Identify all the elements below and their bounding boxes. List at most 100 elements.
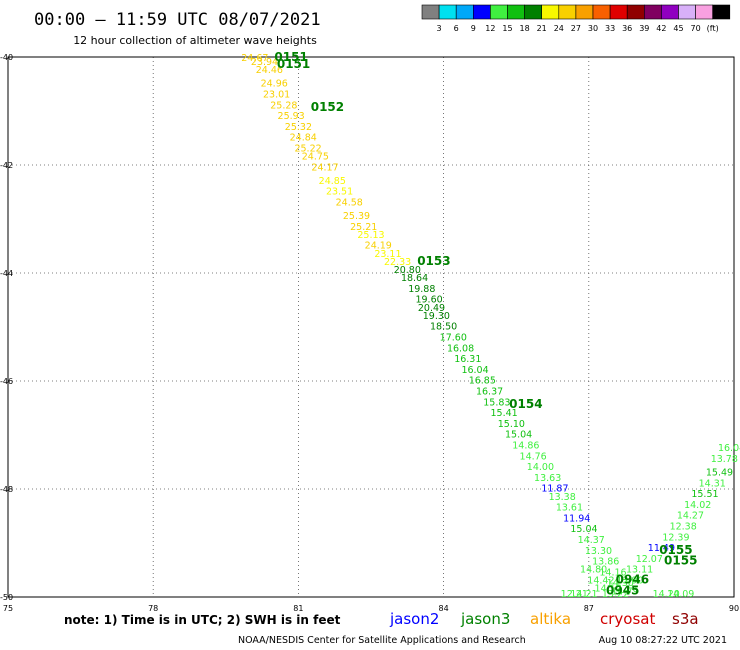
scale-swatch (643, 4, 662, 20)
wave-height-point: 16.08 (447, 343, 474, 354)
wave-height-point: 14.30 (607, 578, 634, 589)
wave-height-point: 24.75 (302, 152, 329, 163)
wave-height-color-scale: 3 6 9 12 15 18 21 24 27 30 33 36 39 42 45 70 (ft) (421, 4, 731, 33)
y-tick-label: -40 (0, 53, 13, 62)
wave-height-point: 20.80 (394, 265, 421, 276)
scale-swatch (626, 4, 645, 20)
pass-time-label: 0151 (277, 57, 310, 71)
wave-height-point: 24.17 (311, 162, 338, 173)
wave-height-point: 15.41 (490, 408, 517, 419)
wave-height-point: 13.78 (711, 454, 738, 465)
scale-label: (ft) (707, 24, 719, 33)
wave-height-point: 14.16 (599, 567, 626, 578)
scale-label: 39 (639, 24, 649, 33)
wave-height-point: 17.60 (440, 333, 467, 344)
wave-height-point: 15.10 (498, 419, 525, 430)
wave-height-point: 14.31 (699, 478, 726, 489)
wave-height-point: 15.04 (505, 430, 532, 441)
wave-height-point: 14.27 (677, 511, 704, 522)
wave-height-point: 11.49 (648, 543, 675, 554)
wave-height-point: 12.07 (636, 554, 663, 565)
plot-frame (7, 56, 735, 598)
scale-swatch (490, 4, 508, 20)
wave-height-point: 13.63 (534, 473, 561, 484)
wave-height-point: 14.76 (520, 451, 547, 462)
scale-label: 12 (485, 24, 495, 33)
wave-height-point: 14.37 (578, 535, 605, 546)
wave-height-point: 24.46 (256, 65, 283, 76)
x-tick-label: 75 (3, 604, 13, 613)
wave-height-point: 18.64 (401, 273, 428, 284)
wave-height-point: 19.88 (408, 284, 435, 295)
wave-height-point: 24.96 (261, 79, 288, 90)
wave-height-point: 25.13 (357, 230, 384, 241)
wave-height-point: 14.80 (580, 565, 607, 576)
pass-time-label: 0155 (659, 543, 692, 557)
scale-label: 6 (454, 24, 459, 33)
wave-height-point: 16.37 (476, 387, 503, 398)
wave-height-point: 15.83 (483, 397, 510, 408)
wave-height-point: 13.38 (549, 492, 576, 503)
x-tick-label: 81 (293, 604, 303, 613)
wave-height-point: 25.93 (278, 111, 305, 122)
wave-height-point: 13.90 (616, 576, 643, 587)
legend-jason3: jason3 (460, 610, 510, 628)
wave-height-point: 25.32 (285, 122, 312, 133)
scale-label: 70 (691, 24, 701, 33)
satellite-legend: jason2 jason3 altika cryosat s3a (389, 610, 699, 628)
wave-height-point: 13.61 (556, 503, 583, 514)
wave-height-point: 14.42 (587, 576, 614, 587)
scale-label: 42 (656, 24, 666, 33)
wave-height-point: 14.21 (570, 589, 597, 600)
wave-height-point: 24.85 (319, 176, 346, 187)
x-tick-label: 90 (729, 604, 739, 613)
scale-swatch (455, 4, 474, 20)
wave-height-point: 14.00 (527, 462, 554, 473)
wave-height-point: 24.58 (336, 198, 363, 209)
scale-label: 33 (605, 24, 615, 33)
scale-swatch (507, 4, 525, 20)
legend-jason2: jason2 (389, 610, 439, 628)
wave-height-point: 13.86 (592, 557, 619, 568)
pass-time-label: 0946 (616, 573, 649, 587)
pass-time-label: 0152 (311, 100, 344, 114)
pass-time-label: 0153 (417, 254, 450, 268)
wave-height-point: 15.49 (706, 468, 733, 479)
scale-label: 15 (502, 24, 512, 33)
y-tick-label: -50 (0, 593, 13, 602)
wave-height-point: 25.21 (350, 222, 377, 233)
scale-label: 45 (673, 24, 683, 33)
wave-height-point: 16.31 (454, 354, 481, 365)
wave-height-point: 14.20 (653, 589, 680, 600)
wave-height-point: 25.22 (294, 144, 321, 155)
plot-grid (8, 57, 734, 597)
wave-height-point: 14.02 (684, 500, 711, 511)
x-tick-label: 84 (439, 604, 449, 613)
wave-height-point: 14.79 (611, 586, 638, 597)
wave-height-point: 11.87 (541, 484, 568, 495)
wave-height-point: 12.21 (561, 589, 588, 600)
chart-title: 00:00 — 11:59 UTC 08/07/2021 (34, 10, 321, 30)
scale-label: 30 (588, 24, 598, 33)
scale-swatch (575, 4, 594, 20)
y-tick-label: -44 (0, 269, 13, 278)
credit-text: NOAA/NESDIS Center for Satellite Applica… (238, 635, 526, 646)
wave-height-point: 24.84 (290, 133, 317, 144)
chart-subtitle: 12 hour collection of altimeter wave hei… (73, 34, 317, 47)
y-tick-label: -48 (0, 485, 13, 494)
wave-height-point: 16.04 (461, 365, 488, 376)
wave-height-point: 18.50 (430, 322, 457, 333)
wave-height-point: 16.04 (718, 443, 740, 454)
y-tick-label: -46 (0, 377, 13, 386)
scale-swatch (661, 4, 679, 20)
generated-timestamp: Aug 10 08:27:22 UTC 2021 (599, 635, 727, 646)
wave-height-point: 13.11 (626, 565, 653, 576)
x-tick-label: 78 (148, 604, 158, 613)
scale-label: 24 (554, 24, 564, 33)
units-note: note: 1) Time is in UTC; 2) SWH is in fe… (64, 613, 341, 627)
wave-height-point: 20.49 (418, 303, 445, 314)
legend-altika: altika (530, 610, 571, 628)
wave-height-point: 25.39 (343, 211, 370, 222)
wave-height-point: 19.60 (415, 295, 442, 306)
